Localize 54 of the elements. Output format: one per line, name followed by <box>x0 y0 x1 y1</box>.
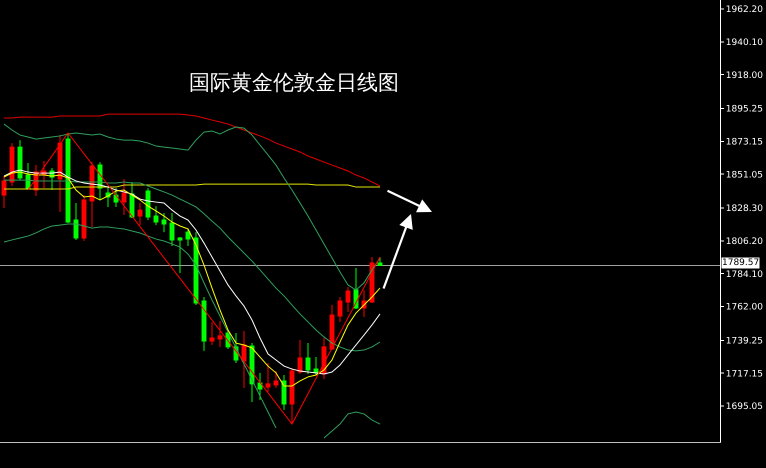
y-tick-label: 1784.10 <box>726 270 764 280</box>
y-tick-label: 1762.00 <box>726 302 764 313</box>
y-tick-label: 1717.15 <box>726 369 764 380</box>
candlestick <box>122 178 126 216</box>
candlestick <box>330 304 334 351</box>
y-tick-label: 1918.00 <box>726 70 764 81</box>
y-tick-label: 1851.05 <box>726 170 764 180</box>
candlestick <box>2 176 6 208</box>
y-tick-label: 1940.10 <box>726 38 764 48</box>
candlestick <box>66 132 70 224</box>
candlestick <box>130 182 134 218</box>
text: 国际黄金伦敦金日线图 <box>189 70 399 94</box>
candlestick <box>274 370 278 388</box>
candlestick <box>170 212 174 247</box>
candlestick <box>74 202 78 240</box>
candlestick <box>306 342 310 374</box>
candlestick <box>114 188 118 208</box>
y-tick-label: 1806.20 <box>726 236 764 247</box>
candlestick <box>346 286 350 312</box>
ref-line-label: 1789.57 <box>722 258 760 268</box>
candlestick <box>202 296 206 352</box>
candlestick <box>218 320 222 348</box>
y-tick-label: 1962.20 <box>726 5 764 16</box>
candlestick <box>194 232 198 306</box>
candlestick <box>178 236 182 274</box>
candlestick <box>146 188 150 221</box>
candlestick <box>26 162 30 191</box>
candlestick <box>242 330 246 388</box>
y-tick-label: 1828.30 <box>726 204 764 214</box>
candlestick <box>266 362 270 392</box>
line-series <box>4 124 380 291</box>
candlestick <box>258 372 262 400</box>
candlestick <box>210 321 214 346</box>
line-series <box>28 132 380 425</box>
line-series <box>4 114 380 187</box>
candlestick <box>138 202 142 226</box>
candlestick <box>282 374 286 410</box>
candlestick <box>58 134 62 213</box>
candlestick <box>82 194 86 242</box>
candlestick <box>10 142 14 187</box>
line-series <box>4 180 380 352</box>
candlestick <box>162 212 166 233</box>
candlestick <box>354 268 358 310</box>
y-tick-label: 1895.25 <box>726 104 764 115</box>
candlestick <box>18 140 22 181</box>
candlestick <box>186 228 190 247</box>
candlestick <box>338 296 342 322</box>
y-tick-label: 1739.25 <box>726 336 764 346</box>
candlestick <box>298 339 302 374</box>
candlestick <box>314 356 318 376</box>
candlestick <box>378 256 382 266</box>
candlestick <box>154 206 158 226</box>
y-tick-label: 1873.15 <box>726 138 764 148</box>
y-tick-label: 1695.05 <box>726 402 764 412</box>
